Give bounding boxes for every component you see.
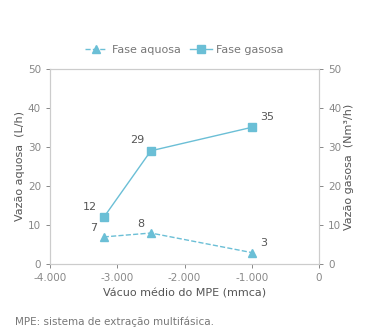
Fase aquosa	[249, 250, 254, 254]
Text: 7: 7	[90, 223, 97, 233]
Y-axis label: Vazão aquosa  (L/h): Vazão aquosa (L/h)	[15, 112, 25, 221]
Fase gasosa	[101, 215, 106, 219]
Text: 35: 35	[260, 112, 274, 122]
Fase gasosa	[149, 149, 153, 153]
Y-axis label: Vazão gasosa  (Nm³/h): Vazão gasosa (Nm³/h)	[344, 103, 354, 230]
Line: Fase gasosa: Fase gasosa	[100, 124, 256, 221]
Fase aquosa	[149, 231, 153, 235]
X-axis label: Vácuo médio do MPE (mmca): Vácuo médio do MPE (mmca)	[103, 289, 266, 299]
Fase aquosa	[101, 235, 106, 239]
Text: 29: 29	[130, 135, 144, 145]
Legend: Fase aquosa, Fase gasosa: Fase aquosa, Fase gasosa	[81, 41, 288, 60]
Text: 8: 8	[137, 219, 144, 229]
Fase gasosa	[249, 125, 254, 129]
Text: 12: 12	[83, 202, 97, 212]
Text: 3: 3	[260, 238, 267, 249]
Text: MPE: sistema de extração multifásica.: MPE: sistema de extração multifásica.	[15, 317, 214, 327]
Line: Fase aquosa: Fase aquosa	[100, 229, 256, 256]
